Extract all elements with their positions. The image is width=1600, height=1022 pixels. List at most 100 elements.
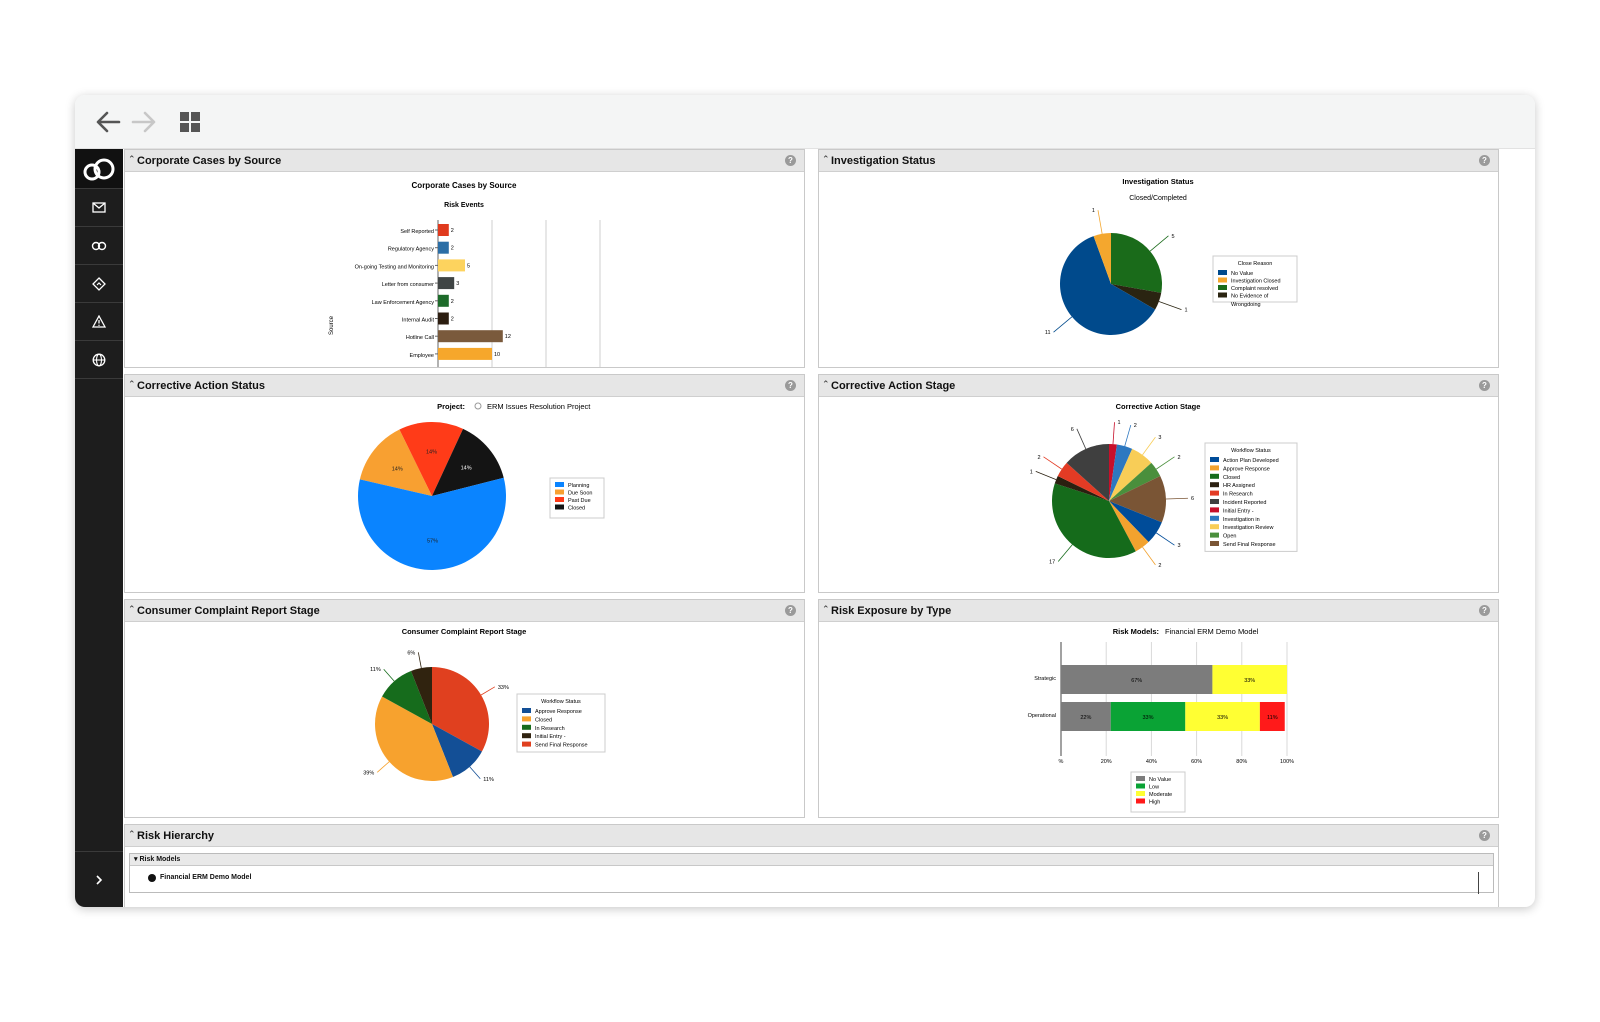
pie-slice[interactable]: [382, 671, 432, 724]
data-label: 2: [1037, 455, 1040, 461]
help-icon[interactable]: ?: [1479, 605, 1490, 616]
pie-slice[interactable]: [375, 696, 453, 781]
collapse-icon[interactable]: ⌃: [822, 379, 830, 389]
collapse-icon[interactable]: ⌃: [128, 604, 136, 614]
pie-slice[interactable]: [1109, 501, 1149, 552]
bar-segment[interactable]: [1259, 702, 1285, 731]
panel-corporate-cases: ⌃ Corporate Cases by Source ? Corporate …: [124, 149, 805, 368]
leader-line: [1097, 210, 1103, 234]
tree-node-icon[interactable]: [148, 874, 156, 882]
sidebar-item-routing[interactable]: [75, 265, 123, 303]
collapse-icon[interactable]: ⌃: [128, 829, 136, 839]
pie-slice[interactable]: [1109, 444, 1133, 501]
arrow-left-icon: [96, 111, 121, 133]
pie-slice[interactable]: [1111, 233, 1162, 293]
pie-slice[interactable]: [411, 667, 432, 724]
sidebar-item-global[interactable]: [75, 341, 123, 379]
legend-entry: Investigation Closed: [1231, 279, 1281, 285]
search-icon[interactable]: [474, 402, 482, 410]
legend-swatch: [1218, 292, 1227, 298]
legend-title: Workflow Status: [541, 699, 581, 705]
bar-segment[interactable]: [1185, 702, 1260, 731]
leader-line: [480, 686, 496, 696]
pie-slice[interactable]: [1060, 236, 1156, 335]
pie-slice[interactable]: [432, 667, 490, 752]
legend-swatch: [555, 497, 564, 502]
panel-header: ⌃ Corrective Action Status ?: [125, 375, 804, 397]
sidebar-item-messages[interactable]: [75, 189, 123, 227]
pie-slice[interactable]: [1066, 444, 1109, 501]
data-label: 2: [451, 299, 454, 305]
bar[interactable]: [438, 241, 449, 254]
bar-segment[interactable]: [1061, 702, 1111, 731]
help-icon[interactable]: ?: [1479, 380, 1490, 391]
top-toolbar: [75, 95, 1535, 149]
legend-swatch: [1136, 791, 1145, 796]
scrollbar[interactable]: [1478, 872, 1479, 894]
help-icon[interactable]: ?: [785, 605, 796, 616]
risk-models-subheader[interactable]: ▾ Risk Models: [130, 854, 1493, 866]
bar-segment[interactable]: [1061, 665, 1213, 694]
sidebar-item-alerts[interactable]: [75, 303, 123, 341]
pie-slice[interactable]: [1052, 483, 1136, 558]
bar[interactable]: [438, 330, 503, 343]
bar-segment[interactable]: [1110, 702, 1186, 731]
legend-swatch: [1210, 482, 1219, 488]
collapse-icon[interactable]: ⌃: [128, 379, 136, 389]
chart-title: Corrective Action Stage: [1116, 402, 1201, 411]
data-label: 2: [451, 228, 454, 234]
bar[interactable]: [438, 347, 492, 360]
legend-title: Workflow Status: [1231, 448, 1271, 454]
pie-slice[interactable]: [432, 724, 482, 777]
pie-slice[interactable]: [432, 428, 504, 496]
pie-slice[interactable]: [1111, 284, 1162, 310]
sidebar-item-links[interactable]: [75, 227, 123, 265]
pie-slice[interactable]: [1054, 476, 1109, 501]
pie-slice[interactable]: [1093, 233, 1111, 284]
legend-title: Close Reason: [1238, 261, 1273, 267]
pie-slice[interactable]: [359, 429, 432, 496]
leader-line: [1043, 456, 1062, 470]
data-label: 14%: [426, 450, 437, 456]
bar[interactable]: [438, 294, 449, 307]
pie-slice[interactable]: [1109, 448, 1152, 501]
help-icon[interactable]: ?: [1479, 830, 1490, 841]
bar[interactable]: [438, 312, 449, 325]
leader-line: [1142, 436, 1156, 456]
back-button[interactable]: [93, 109, 123, 135]
pie-slice[interactable]: [1109, 501, 1162, 543]
pie-slice[interactable]: [1109, 476, 1166, 523]
bar[interactable]: [438, 277, 455, 290]
sidebar-expand-button[interactable]: [75, 851, 123, 907]
data-label: 2: [451, 317, 454, 323]
project-value[interactable]: ERM Issues Resolution Project: [487, 402, 591, 411]
legend-swatch: [555, 482, 564, 487]
bar-segment[interactable]: [1212, 665, 1287, 694]
tree-item-financial-erm[interactable]: Financial ERM Demo Model: [160, 874, 252, 881]
collapse-icon[interactable]: ⌃: [128, 154, 136, 164]
risk-hierarchy-tree: ▾ Risk Models Financial ERM Demo Model: [129, 853, 1494, 894]
legend-swatch: [1210, 541, 1219, 546]
pie-slice[interactable]: [1057, 462, 1109, 501]
sidebar: [75, 149, 123, 907]
forward-button[interactable]: [129, 109, 159, 135]
help-icon[interactable]: ?: [785, 155, 796, 166]
pie-slice[interactable]: [399, 422, 464, 496]
collapse-icon[interactable]: ⌃: [822, 604, 830, 614]
bar[interactable]: [438, 259, 465, 272]
pie-slice[interactable]: [1109, 462, 1161, 501]
data-label: 33%: [1143, 715, 1154, 721]
pie-slice[interactable]: [358, 477, 506, 570]
help-icon[interactable]: ?: [1479, 155, 1490, 166]
bar[interactable]: [438, 224, 449, 236]
legend-swatch: [555, 504, 564, 510]
help-icon[interactable]: ?: [785, 380, 796, 391]
home-logo-button[interactable]: [75, 149, 123, 189]
legend-swatch: [1210, 473, 1219, 479]
apps-grid-button[interactable]: [177, 109, 207, 135]
collapse-icon[interactable]: ⌃: [822, 154, 830, 164]
legend-entry: Send Final Response: [1223, 542, 1276, 548]
pie-slice[interactable]: [1109, 444, 1117, 501]
tick-label: Internal Audit: [402, 318, 435, 324]
pie-chart-corrective-action-stage: Corrective Action Stage 1 2 3 2 6 3 2 17 1 2 6 Work…: [1030, 402, 1298, 569]
